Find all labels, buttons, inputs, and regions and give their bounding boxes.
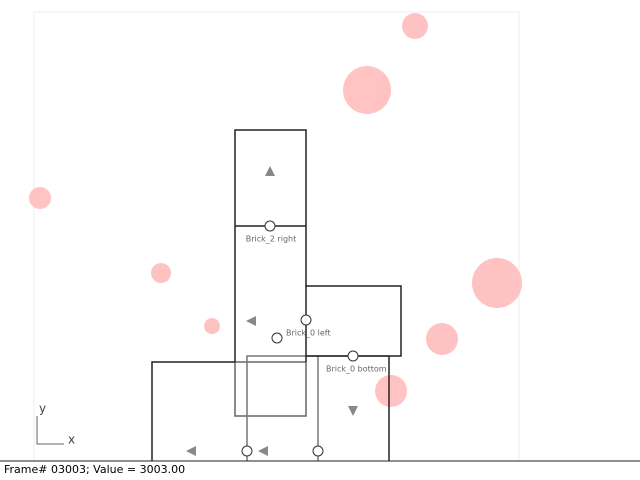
- joint-label: Brick_0 bottom: [326, 365, 387, 374]
- axis-gizmo: [36, 416, 64, 445]
- status-text: Frame# 03003; Value = 3003.00: [4, 463, 185, 476]
- arrow: [258, 446, 268, 456]
- axis-label: y: [39, 402, 46, 416]
- particle: [151, 263, 171, 283]
- joint: [271, 332, 283, 344]
- arrows: [186, 166, 358, 456]
- arrow: [246, 316, 256, 326]
- particles: [29, 13, 522, 407]
- joint: [312, 445, 324, 457]
- status-bar: [0, 461, 640, 480]
- bricks: [151, 129, 402, 480]
- arrow: [186, 446, 196, 456]
- particle: [204, 318, 220, 334]
- particle: [375, 375, 407, 407]
- particle: [29, 187, 51, 209]
- joints: [241, 220, 359, 457]
- particle: [343, 66, 391, 114]
- brick: [234, 129, 402, 362]
- joint: [300, 314, 312, 326]
- arrow: [348, 406, 358, 416]
- joint-label: Brick_0 left: [286, 329, 331, 338]
- arrow: [265, 166, 275, 176]
- joint: [347, 350, 359, 362]
- joint: [264, 220, 276, 232]
- particle: [402, 13, 428, 39]
- axis-label: x: [68, 433, 75, 447]
- joint: [241, 445, 253, 457]
- world-frame: [33, 11, 520, 480]
- particle: [472, 258, 522, 308]
- particle: [426, 323, 458, 355]
- brick: [234, 361, 307, 417]
- brick: [151, 361, 235, 480]
- joint-label: Brick_2 right: [246, 235, 296, 244]
